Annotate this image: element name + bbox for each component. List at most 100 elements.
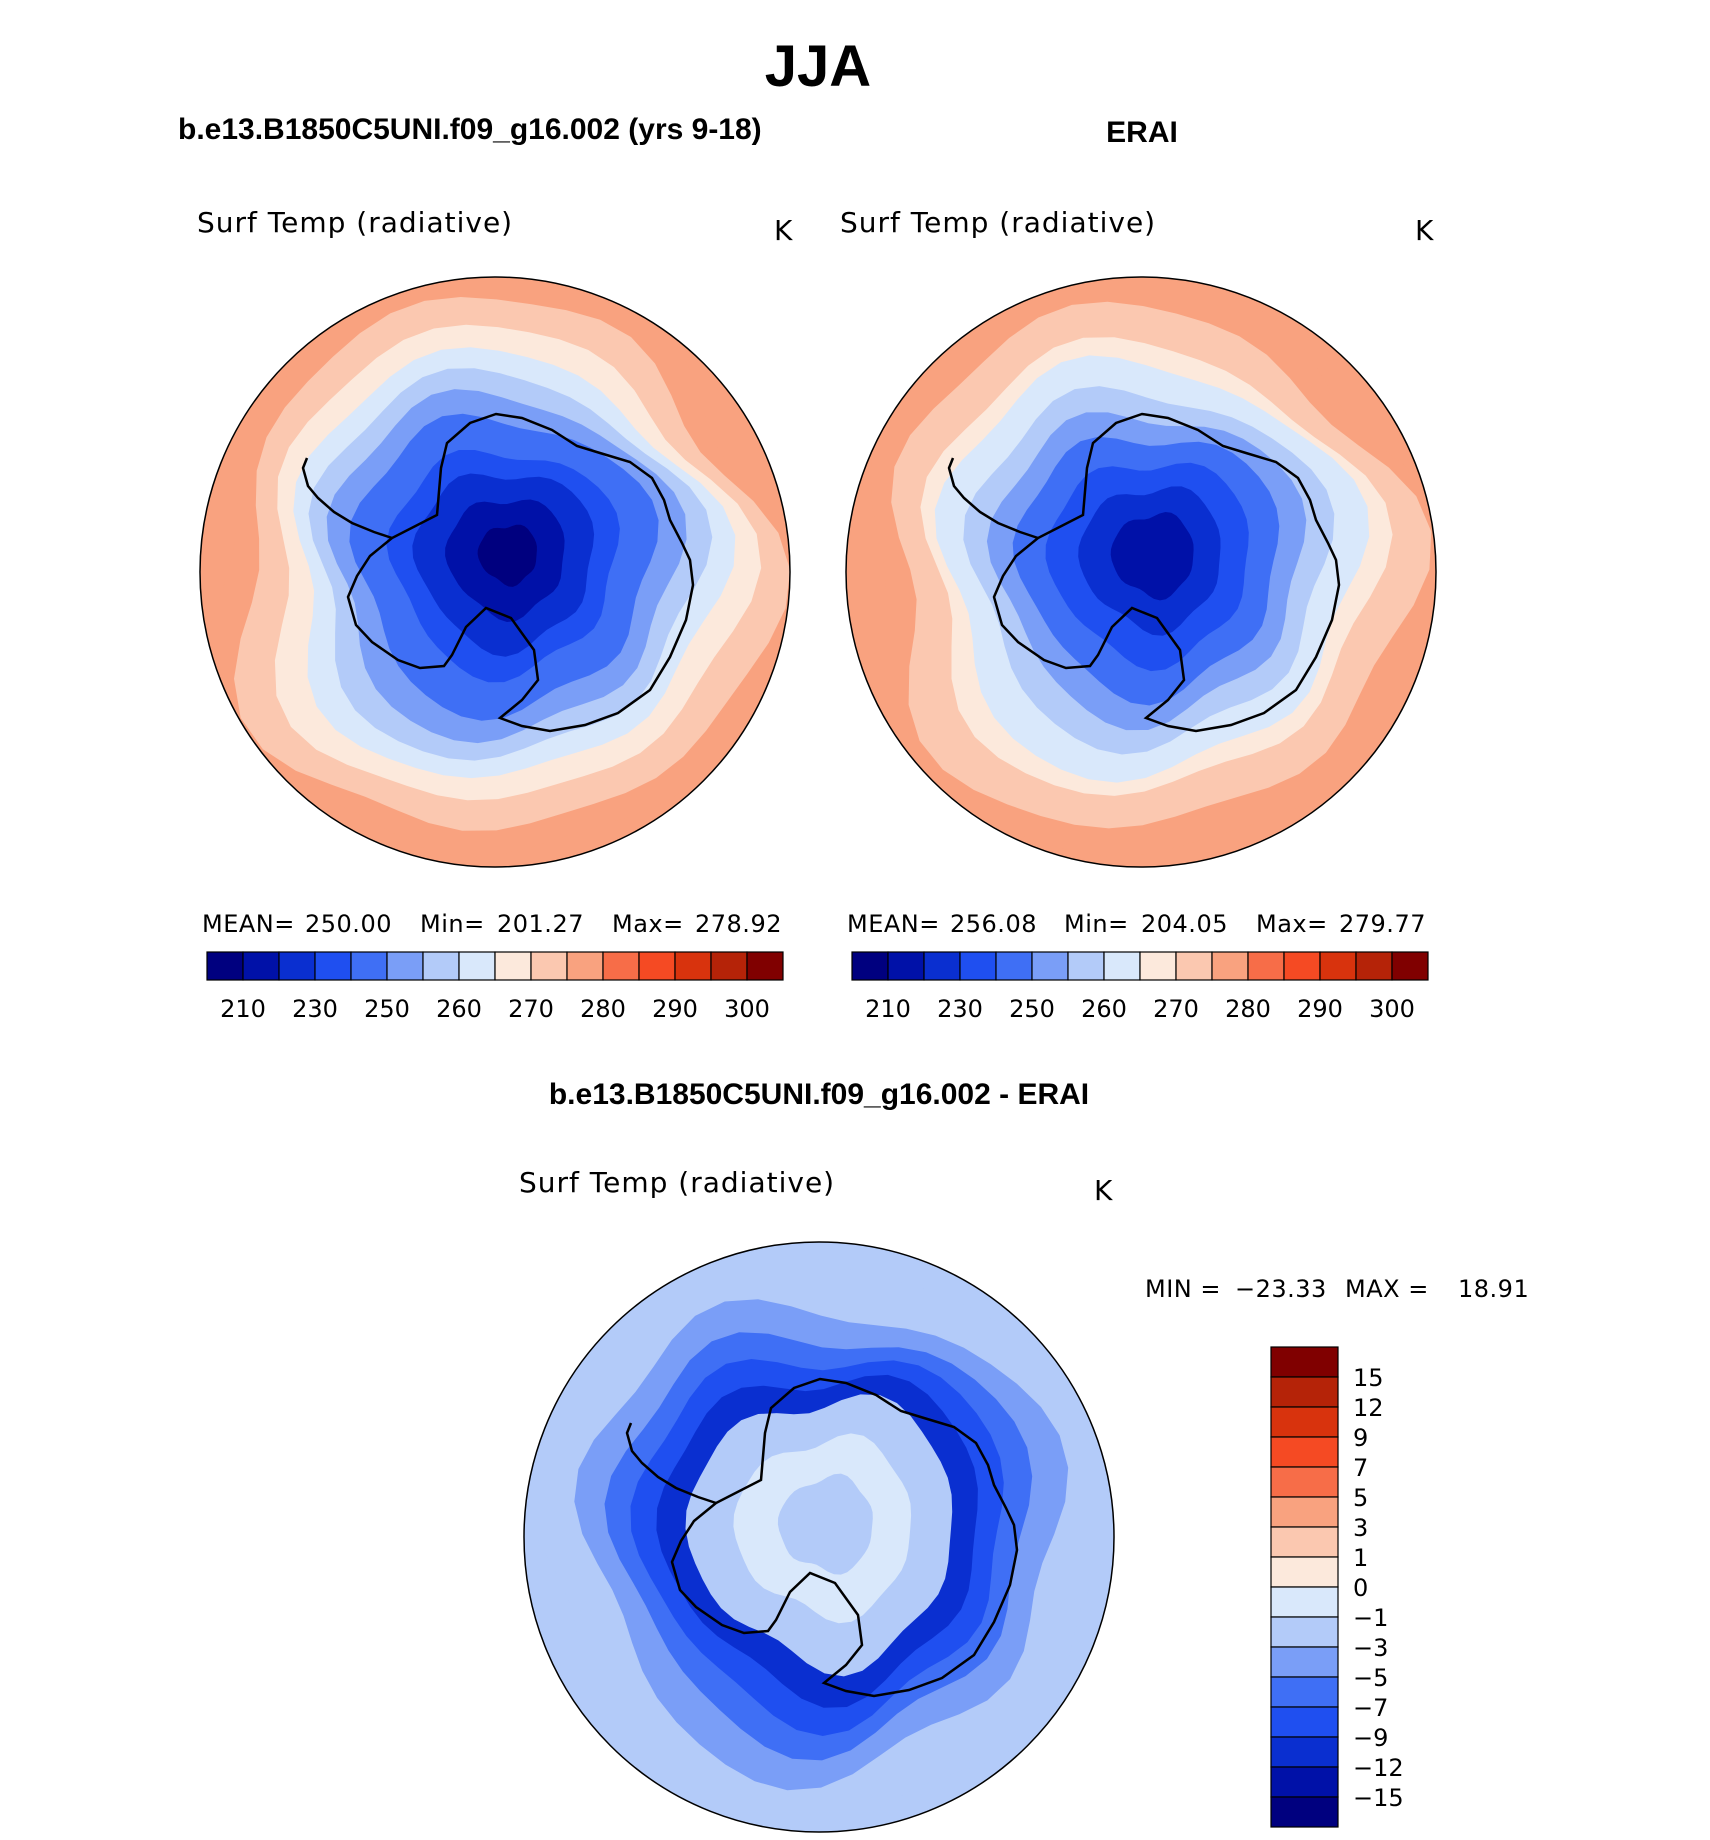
obs-max-label: Max=: [1256, 910, 1328, 938]
model-colorbar-tick-2: 250: [364, 995, 410, 1023]
model-peninsula-coastline: [301, 457, 393, 540]
model-colorbar-tick-0: 210: [220, 995, 266, 1023]
model-stats: MEAN= 250.00 Min= 201.27 Max= 278.92: [202, 910, 782, 938]
diff-max-value: 18.91: [1458, 1275, 1529, 1303]
model-mean-value: 250.00: [305, 910, 392, 938]
diff-colorbar-tick-12: −9: [1353, 1724, 1388, 1752]
model-colorbar-tick-1: 230: [292, 995, 338, 1023]
diff-colorbar-tick-11: −7: [1353, 1694, 1388, 1722]
model-colorbar-cell-13: [674, 951, 712, 981]
model-map-border: [199, 276, 791, 868]
obs-map-border: [845, 276, 1437, 868]
obs-colorbar-cell-12: [1283, 951, 1321, 981]
diff-colorbar-cell-8: [1270, 1586, 1339, 1618]
model-colorbar-cell-11: [602, 951, 640, 981]
obs-colorbar-tick-0: 210: [865, 995, 911, 1023]
diff-colorbar-tick-1: 12: [1353, 1394, 1384, 1422]
season-title: JJA: [765, 34, 871, 99]
model-colorbar-cell-5: [386, 951, 424, 981]
model-colorbar-cell-0: [206, 951, 244, 981]
obs-colorbar-tick-1: 230: [937, 995, 983, 1023]
diff-colorbar-cell-0: [1270, 1346, 1339, 1378]
diff-colorbar-tick-10: −5: [1353, 1664, 1388, 1692]
obs-colorbar-cell-5: [1031, 951, 1069, 981]
obs-map: [846, 277, 1436, 867]
obs-contour-band-9: [1110, 512, 1194, 601]
diff-colorbar-tick-2: 9: [1353, 1424, 1368, 1452]
diff-colorbar-cell-1: [1270, 1376, 1339, 1408]
obs-colorbar-tick-7: 300: [1369, 995, 1415, 1023]
diff-case-title: b.e13.B1850C5UNI.f09_g16.002 - ERAI: [549, 1078, 1089, 1111]
diff-colorbar-cell-6: [1270, 1526, 1339, 1558]
model-colorbar-tick-6: 290: [652, 995, 698, 1023]
diff-colorbar-tick-4: 5: [1353, 1484, 1368, 1512]
obs-colorbar-cell-3: [959, 951, 997, 981]
diff-colorbar-cell-15: [1270, 1796, 1339, 1828]
obs-colorbar-cell-6: [1067, 951, 1105, 981]
model-colorbar-tick-3: 260: [436, 995, 482, 1023]
diff-units-label: K: [1094, 1174, 1113, 1207]
model-max-value: 278.92: [695, 910, 782, 938]
model-colorbar-cell-7: [458, 951, 496, 981]
model-min-value: 201.27: [497, 910, 584, 938]
model-antarctica-coastline: [346, 412, 695, 733]
obs-colorbar-cell-2: [923, 951, 961, 981]
model-case-title: b.e13.B1850C5UNI.f09_g16.002 (yrs 9-18): [178, 113, 762, 146]
model-colorbar: 210 230 250 260 270 280 290 300: [206, 951, 784, 1023]
model-max-label: Max=: [612, 910, 684, 938]
diff-colorbar-cell-12: [1270, 1706, 1339, 1738]
obs-colorbar-tick-4: 270: [1153, 995, 1199, 1023]
diff-max-label: MAX =: [1345, 1275, 1429, 1303]
obs-min-value: 204.05: [1141, 910, 1228, 938]
model-colorbar-cell-12: [638, 951, 676, 981]
obs-peninsula-coastline: [947, 457, 1039, 540]
model-colorbar-cell-1: [242, 951, 280, 981]
diff-colorbar-cell-14: [1270, 1766, 1339, 1798]
model-colorbar-cell-4: [350, 951, 388, 981]
obs-stats: MEAN= 256.08 Min= 204.05 Max= 279.77: [847, 910, 1425, 938]
diff-colorbar-tick-5: 3: [1353, 1514, 1368, 1542]
obs-units-label: K: [1415, 214, 1434, 247]
obs-colorbar-cell-14: [1355, 951, 1393, 981]
diff-stats: MIN = −23.33 MAX = 18.91: [1145, 1275, 1529, 1303]
diff-colorbar-cell-9: [1270, 1616, 1339, 1648]
obs-min-label: Min=: [1064, 910, 1129, 938]
diff-colorbar-tick-7: 0: [1353, 1574, 1368, 1602]
model-colorbar-cell-6: [422, 951, 460, 981]
obs-colorbar-cell-0: [851, 951, 889, 981]
obs-colorbar-cell-7: [1103, 951, 1141, 981]
diff-colorbar-cell-2: [1270, 1406, 1339, 1438]
obs-colorbar: 210 230 250 260 270 280 290 300: [851, 951, 1429, 1023]
diff-map: [524, 1242, 1114, 1832]
model-colorbar-cell-10: [566, 951, 604, 981]
obs-colorbar-cell-4: [995, 951, 1033, 981]
diff-colorbar-tick-0: 15: [1353, 1364, 1384, 1392]
model-colorbar-tick-4: 270: [508, 995, 554, 1023]
diff-colorbar-tick-9: −3: [1353, 1634, 1388, 1662]
model-map: [200, 277, 790, 867]
diff-colorbar-cell-11: [1270, 1676, 1339, 1708]
model-colorbar-tick-7: 300: [724, 995, 770, 1023]
obs-colorbar-cell-15: [1391, 951, 1429, 981]
obs-colorbar-cell-1: [887, 951, 925, 981]
model-colorbar-cell-14: [710, 951, 748, 981]
model-colorbar-tick-5: 280: [580, 995, 626, 1023]
diff-min-label: MIN =: [1145, 1275, 1221, 1303]
model-min-label: Min=: [420, 910, 485, 938]
panel-obs: Surf Temp (radiative) K MEAN= 256.08 Min…: [840, 206, 1437, 1023]
diff-antarctica-coastline: [670, 1377, 1019, 1698]
panel-diff: Surf Temp (radiative) K MIN = −23.33 MAX…: [519, 1166, 1529, 1833]
obs-case-title: ERAI: [1106, 116, 1178, 149]
diff-colorbar-cell-7: [1270, 1556, 1339, 1588]
obs-colorbar-cell-10: [1211, 951, 1249, 981]
model-colorbar-cell-15: [746, 951, 784, 981]
model-variable-label: Surf Temp (radiative): [197, 206, 513, 239]
model-mean-label: MEAN=: [202, 910, 295, 938]
obs-colorbar-cell-8: [1139, 951, 1177, 981]
diff-map-border: [523, 1241, 1115, 1833]
obs-colorbar-tick-3: 260: [1081, 995, 1127, 1023]
diff-colorbar-cell-4: [1270, 1466, 1339, 1498]
obs-mean-label: MEAN=: [847, 910, 940, 938]
